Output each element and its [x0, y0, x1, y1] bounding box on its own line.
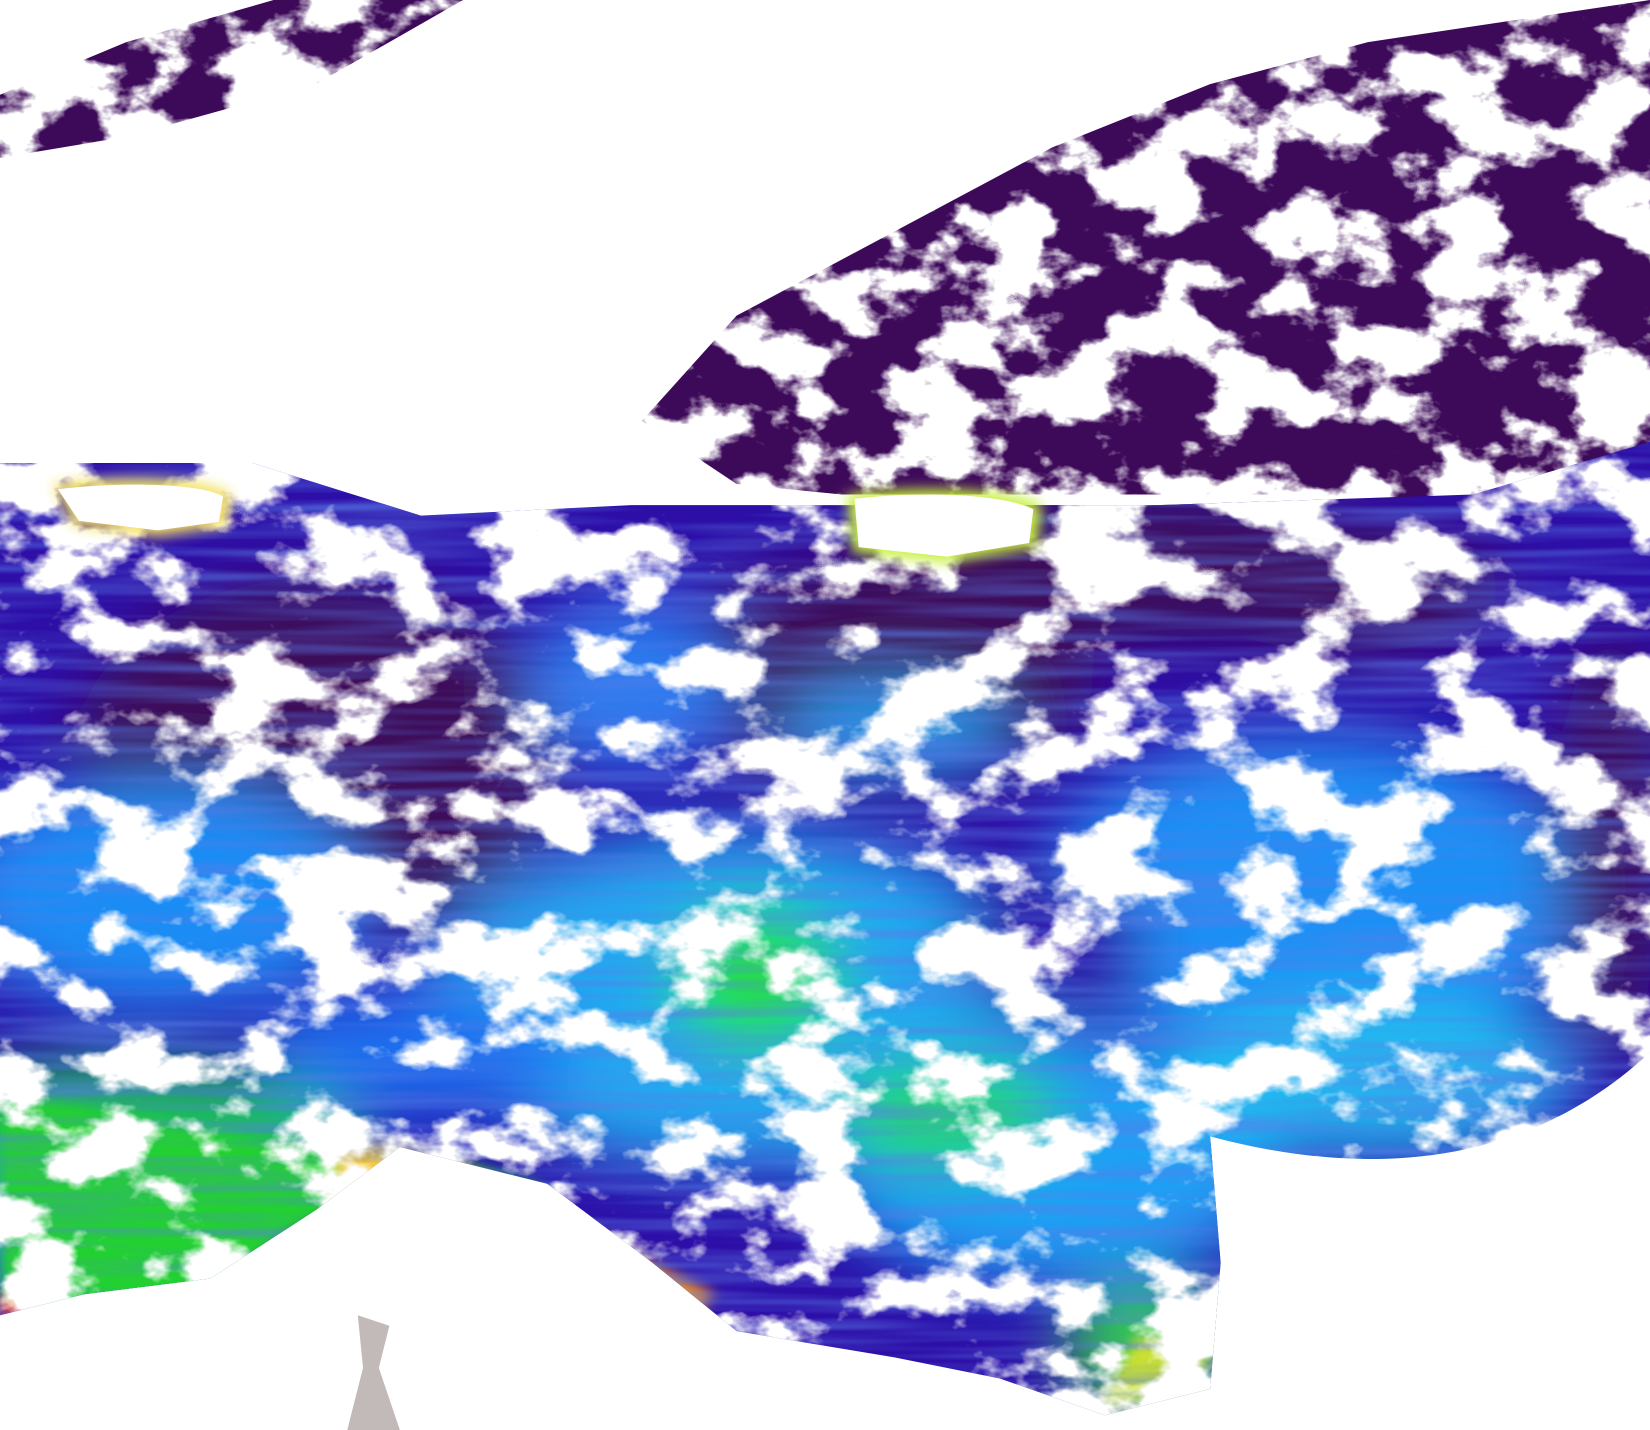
clouds-north [0, 0, 1650, 506]
land [0, 478, 1650, 1430]
